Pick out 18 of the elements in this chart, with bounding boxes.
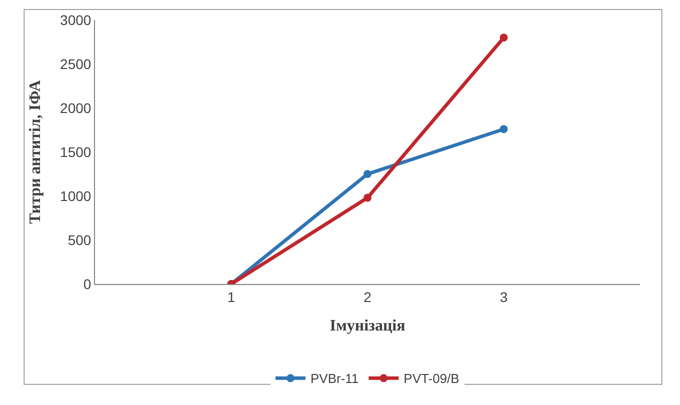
point: [500, 125, 508, 134]
x-tick-label: 2: [364, 288, 372, 305]
y-tick-label: 500: [68, 232, 92, 248]
x-tick-label: 3: [500, 288, 508, 305]
y-tick-label: 0: [83, 276, 92, 292]
point: [364, 170, 372, 178]
x-tick-label: 1: [227, 288, 236, 305]
y-tick-label: 1000: [60, 188, 92, 204]
x-axis-title: Імунізація: [330, 318, 406, 334]
point: [364, 194, 372, 202]
y-axis-title: Титри антитіл, ІФА: [26, 80, 44, 224]
point: [500, 34, 508, 42]
y-tick-label: 2500: [60, 56, 92, 72]
legend-label: PVT-09/B: [404, 371, 460, 386]
y-tick-label: 1500: [60, 144, 92, 160]
y-tick-label: 3000: [60, 12, 92, 28]
y-tick-label: 2000: [60, 100, 92, 116]
legend-label: PVBr-11: [310, 371, 359, 386]
